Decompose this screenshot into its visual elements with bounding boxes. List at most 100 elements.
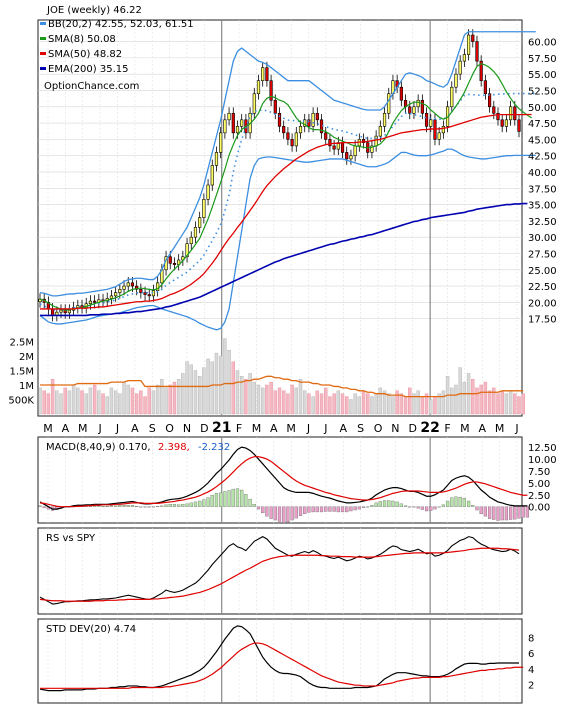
macd-histogram-bar <box>492 506 496 520</box>
candle-body <box>424 112 429 127</box>
macd-histogram-bar <box>500 506 504 521</box>
candle-body <box>475 41 479 62</box>
macd-tick-label: 5.00 <box>528 479 550 490</box>
x-tick-label: N <box>183 422 191 435</box>
macd-tick-label: 2.50 <box>528 491 550 502</box>
grid-layer <box>38 20 522 703</box>
macd-histogram-bar <box>269 506 273 519</box>
candle-body <box>185 243 189 258</box>
macd-histogram-bar <box>349 506 353 512</box>
volume-bar <box>176 379 181 415</box>
macd-histogram-bar <box>235 488 240 507</box>
candle-body <box>139 289 143 293</box>
std-tick-label: 6 <box>528 649 534 660</box>
candle-body <box>479 60 483 81</box>
macd-histogram-bar <box>298 506 303 516</box>
candle-body <box>517 119 521 132</box>
macd-histogram-bar <box>126 505 130 507</box>
candle-body <box>122 285 126 290</box>
macd-histogram-bar <box>479 506 483 515</box>
candle-body <box>328 139 332 147</box>
price-tick-label: 47.50 <box>528 119 557 130</box>
candle-body <box>450 86 454 108</box>
volume-bar <box>277 387 282 415</box>
macd-histogram-bar <box>114 505 118 507</box>
macd-histogram-bar <box>374 502 378 507</box>
macd-histogram-bar <box>273 506 277 521</box>
macd-histogram-bar <box>206 497 210 507</box>
std-tick-label: 4 <box>528 665 534 676</box>
candle-body <box>59 309 63 313</box>
candle-body <box>420 99 424 114</box>
macd-histogram-bar <box>340 506 345 513</box>
price-tick-label: 42.50 <box>528 152 557 163</box>
macd-histogram-bar <box>332 506 336 512</box>
macd-histogram-bar <box>353 506 357 511</box>
volume-bar <box>80 390 84 415</box>
volume-bar <box>139 390 143 415</box>
candle-body <box>206 184 210 200</box>
candle-body <box>509 106 513 121</box>
ema200-line <box>40 202 528 317</box>
volume-bar <box>109 387 114 415</box>
candle-body <box>269 80 273 101</box>
x-tick-label: A <box>340 422 348 435</box>
macd-histogram-bar <box>336 506 340 513</box>
volume-bar <box>97 390 101 415</box>
volume-bar <box>282 390 286 415</box>
volume-bar <box>513 393 517 415</box>
volume-bar <box>235 370 240 415</box>
macd-histogram-bar <box>118 505 122 507</box>
price-tick-label: 22.50 <box>528 282 557 293</box>
candle-body <box>416 99 420 108</box>
volume-bar <box>46 393 51 415</box>
macd-histogram-bar <box>445 500 450 507</box>
volume-bar <box>319 393 324 415</box>
volume-bar <box>429 399 433 415</box>
candle-body <box>143 292 147 295</box>
macd-histogram-bar <box>105 506 109 507</box>
macd-histogram-bar <box>521 506 525 518</box>
std-label: STD DEV(20) 4.74 <box>46 624 136 635</box>
legend: JOE (weekly) 46.22 BB(20,2) 42.55, 52.03… <box>40 5 194 92</box>
candle-body <box>487 93 492 108</box>
volume-bar <box>67 390 72 415</box>
macd-histogram-bar <box>420 506 424 510</box>
price-tick-label: 60.00 <box>528 38 557 49</box>
candle-body <box>324 132 328 140</box>
candle-body <box>67 309 72 314</box>
volume-bar <box>50 379 55 415</box>
x-tick-label: A <box>131 422 139 435</box>
candle-body <box>231 112 235 134</box>
volume-bar <box>357 396 362 415</box>
x-tick-label: J <box>115 422 119 435</box>
volume-bar <box>303 390 307 415</box>
macd-histogram-bar <box>513 506 517 520</box>
volume-bar <box>76 387 80 415</box>
candle-body <box>466 34 471 55</box>
x-tick-label: J <box>97 422 101 435</box>
volume-bar <box>496 393 500 415</box>
macd-histogram-bar <box>311 506 315 513</box>
volume-bar <box>521 393 525 415</box>
volume-bar <box>387 393 391 415</box>
candle-body <box>408 106 412 114</box>
x-tick-label: 21 <box>212 420 231 436</box>
macd-histogram-bar <box>454 496 458 507</box>
macd-label: MACD(8,40,9) 0.170, <box>46 442 151 453</box>
macd-histogram-bar <box>504 506 509 521</box>
rs-panel-frame <box>37 527 523 615</box>
candle-body <box>349 155 353 160</box>
volume-tick-label: 500K <box>8 396 34 407</box>
volume-bar <box>172 381 177 415</box>
candle-body <box>311 112 315 127</box>
candle-body <box>261 67 265 81</box>
candle-body <box>273 99 277 114</box>
volume-bar <box>332 393 336 415</box>
legend-sma8: SMA(8) 50.08 <box>48 34 116 45</box>
macd-histogram-bar <box>223 491 227 507</box>
volume-bar <box>294 387 299 415</box>
volume-bar <box>508 390 513 415</box>
macd-histogram-bar <box>462 497 466 507</box>
candle-body <box>378 126 382 137</box>
